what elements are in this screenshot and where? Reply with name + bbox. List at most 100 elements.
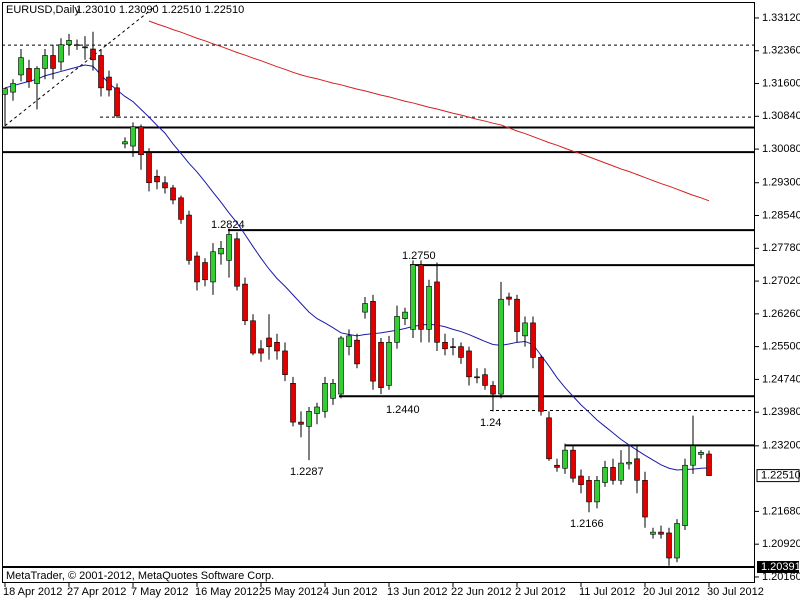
x-tick-label: 20 Jul 2012 <box>643 586 700 598</box>
candle-body <box>586 480 592 503</box>
x-tick-label: 25 May 2012 <box>259 586 323 598</box>
x-tick-label: 16 May 2012 <box>195 586 259 598</box>
level-label-box <box>757 560 799 573</box>
ohlc-text: 1.23010 1.23090 1.22510 1.22510 <box>76 4 244 16</box>
candle-body <box>618 462 624 481</box>
candle-body <box>410 264 416 330</box>
candle-body <box>370 301 376 382</box>
y-tick-label: 1.32360 <box>762 45 800 57</box>
y-tick-label: 1.26260 <box>762 308 800 320</box>
candle-body <box>442 342 448 350</box>
candle-body <box>226 234 232 261</box>
candle-body <box>274 342 280 352</box>
candle-body <box>146 152 152 184</box>
candle-body <box>178 197 184 220</box>
y-tick-label: 1.30840 <box>762 110 800 122</box>
candle-body <box>634 458 640 481</box>
candle-body <box>250 320 256 354</box>
copyright: MetaTrader, © 2001-2012, MetaQuotes Soft… <box>6 570 274 582</box>
candle-body <box>242 283 248 322</box>
y-tick-label: 1.31600 <box>762 77 800 89</box>
candle-body <box>546 417 552 460</box>
x-tick-label: 30 Jul 2012 <box>707 586 764 598</box>
candle-body <box>58 44 64 63</box>
candle-body <box>690 445 696 466</box>
level-label: 1.20391 <box>761 561 800 573</box>
candle-body <box>42 55 48 69</box>
y-tick-label: 1.28540 <box>762 209 800 221</box>
y-tick-label: 1.24740 <box>762 373 800 385</box>
current-price-label: 1.22510 <box>761 470 800 482</box>
annotation: 1.24 <box>480 417 501 429</box>
candle-body <box>498 298 504 395</box>
candle-body <box>354 339 360 365</box>
candle-body <box>170 187 176 201</box>
candle-body <box>218 247 224 255</box>
candle-body <box>482 374 488 386</box>
plot-frame <box>2 2 755 583</box>
y-tick-label: 1.33120 <box>762 12 800 24</box>
candle-body <box>10 83 16 93</box>
candle-body <box>346 335 352 347</box>
y-tick-label: 1.20920 <box>762 538 800 550</box>
candle-body <box>90 48 96 61</box>
candle-body <box>338 337 344 395</box>
candle-body <box>650 531 656 535</box>
candle-body <box>458 346 464 358</box>
candle-body <box>106 76 112 91</box>
y-tick-label: 1.23980 <box>762 406 800 418</box>
candle-body <box>290 382 296 423</box>
candle-body <box>658 531 664 535</box>
candle-body <box>194 255 200 283</box>
candle-body <box>202 262 208 281</box>
candle-body <box>626 461 632 465</box>
x-tick-label: 22 Jun 2012 <box>451 586 512 598</box>
candle-body <box>674 523 680 559</box>
candle-body <box>210 251 216 283</box>
candle-body <box>298 421 304 425</box>
x-tick-label: 13 Jun 2012 <box>387 586 448 598</box>
candle-body <box>530 322 536 358</box>
x-tick-label: 11 Jul 2012 <box>579 586 635 598</box>
candle-body <box>514 298 520 332</box>
y-tick-label: 1.30080 <box>762 143 800 155</box>
candle-body <box>570 449 576 479</box>
trendline <box>4 4 158 127</box>
candle-body <box>362 303 368 313</box>
annotation: 1.2750 <box>402 250 436 262</box>
annotation: 1.2166 <box>570 518 604 530</box>
candle-body <box>130 126 136 147</box>
candle-body <box>266 337 272 347</box>
candle-body <box>554 464 560 468</box>
y-tick-label: 1.23200 <box>762 440 800 452</box>
candle-body <box>234 238 240 287</box>
candle-body <box>666 532 672 559</box>
candle-body <box>306 411 312 427</box>
candle-body <box>258 348 264 354</box>
candle-body <box>154 175 160 183</box>
candle-body <box>322 382 328 412</box>
moving-average <box>148 20 710 202</box>
candle-body <box>394 316 400 343</box>
y-tick-label: 1.25500 <box>762 341 800 353</box>
candle-body <box>114 87 120 117</box>
annotation: 1.2440 <box>386 404 420 416</box>
annotation: 1.2824 <box>211 219 245 231</box>
candle-body <box>314 406 320 414</box>
candle-body <box>578 475 584 485</box>
candle-body <box>378 342 384 388</box>
candle-body <box>98 55 104 89</box>
candle-body <box>594 480 600 503</box>
candle-body <box>162 182 168 189</box>
candle-body <box>138 126 144 155</box>
candle-body <box>642 480 648 518</box>
candle-body <box>386 342 392 386</box>
candle-body <box>122 141 128 145</box>
candle-body <box>490 385 496 395</box>
y-tick-label: 1.29300 <box>762 177 800 189</box>
candle-body <box>418 264 424 330</box>
candle-body <box>402 311 408 319</box>
y-tick-label: 1.27020 <box>762 275 800 287</box>
candle-body <box>682 464 688 526</box>
